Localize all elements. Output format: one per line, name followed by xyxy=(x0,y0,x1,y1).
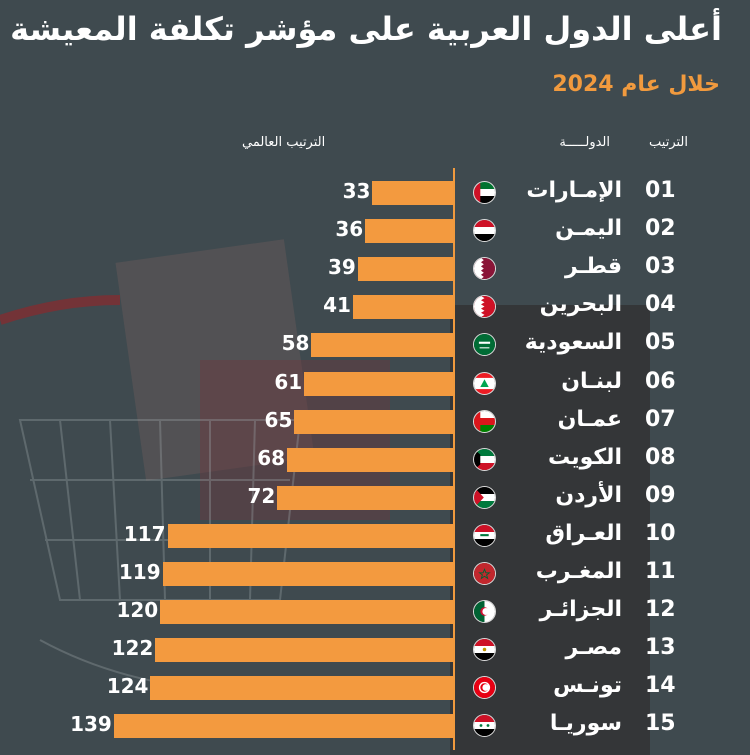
uae-flag-icon xyxy=(473,181,496,204)
rank-number: 08 xyxy=(645,444,676,470)
chart-row: 68 الكويت 08 xyxy=(0,445,750,475)
bar-value-label: 58 xyxy=(281,331,310,356)
rank-number: 09 xyxy=(645,482,676,508)
rank-number: 10 xyxy=(645,520,676,546)
country-name: سوريـا xyxy=(549,711,622,737)
rank-number: 11 xyxy=(645,559,676,584)
country-name: تونـس xyxy=(553,673,622,699)
bar-value-label: 120 xyxy=(116,598,159,623)
country-name: العـراق xyxy=(545,520,622,546)
chart-row: 139 سوريـا 15 xyxy=(0,711,750,741)
country-name: الجزائـر xyxy=(539,597,622,623)
chart-row: 119 المغـرب 11 xyxy=(0,559,750,589)
rank-number: 12 xyxy=(645,597,676,623)
chart-row: 36 اليمـن 02 xyxy=(0,216,750,246)
algeria-flag-icon xyxy=(473,600,496,624)
country-name: لبنـان xyxy=(561,368,622,394)
iraq-flag-icon xyxy=(473,523,496,547)
country-name: الكويت xyxy=(548,444,622,470)
bar xyxy=(352,295,453,320)
chart-row: 65 عمـان 07 xyxy=(0,407,750,437)
chart-row: 72 الأردن 09 xyxy=(0,483,750,513)
global-rank-column-header: الترتيب العالمي xyxy=(242,135,326,150)
rank-number: 04 xyxy=(645,292,676,318)
bar-value-label: 139 xyxy=(70,712,112,737)
bar-value-label: 65 xyxy=(264,407,293,432)
country-name: السعودية xyxy=(524,330,622,356)
country-name: البحرين xyxy=(539,292,622,318)
bar xyxy=(150,676,453,701)
bar xyxy=(294,409,453,434)
oman-flag-icon xyxy=(473,409,496,433)
bar-value-label: 41 xyxy=(323,293,351,318)
bar xyxy=(357,257,453,282)
rank-number: 01 xyxy=(645,178,676,203)
country-name: اليمـن xyxy=(555,216,622,242)
chart-row: 61 لبنـان 06 xyxy=(0,369,750,399)
bar xyxy=(304,371,453,396)
bar-axis-line xyxy=(453,168,455,750)
country-name: عمـان xyxy=(557,406,622,432)
chart-row: 124 تونـس 14 xyxy=(0,673,750,703)
chart-row: 117 العـراق 10 xyxy=(0,521,750,551)
rank-number: 06 xyxy=(645,368,676,394)
bar-value-label: 36 xyxy=(335,217,364,242)
bar-value-label: 61 xyxy=(274,369,303,394)
lebanon-flag-icon xyxy=(473,371,496,395)
saudi-flag-icon xyxy=(473,333,496,357)
bar-value-label: 72 xyxy=(247,483,276,508)
chart-row: 122 مصـر 13 xyxy=(0,635,750,665)
qatar-flag-icon xyxy=(473,257,496,281)
bar xyxy=(162,562,453,586)
chart-title: أعلى الدول العربية على مؤشر تكلفة المعيش… xyxy=(10,10,722,48)
bar xyxy=(160,600,453,625)
egypt-flag-icon xyxy=(473,638,496,662)
rank-column-header: الترتيب xyxy=(649,135,688,150)
rank-number: 02 xyxy=(645,216,676,242)
country-name: مصـر xyxy=(565,635,622,661)
rank-number: 15 xyxy=(645,711,676,737)
bar-value-label: 117 xyxy=(123,521,166,546)
bar-value-label: 124 xyxy=(106,674,149,699)
chart-row: 33 الإمـارات 01 xyxy=(0,178,750,208)
kuwait-flag-icon xyxy=(473,447,496,471)
bar xyxy=(277,485,453,510)
bar-value-label: 119 xyxy=(118,560,161,584)
bar-value-label: 33 xyxy=(342,179,371,203)
bar xyxy=(113,714,453,739)
yemen-flag-icon xyxy=(473,219,496,243)
chart-row: 41 البحرين 04 xyxy=(0,292,750,322)
rank-number: 14 xyxy=(645,673,676,699)
bar-value-label: 122 xyxy=(111,636,154,661)
bar xyxy=(311,333,453,358)
country-name: المغـرب xyxy=(535,559,622,584)
bar xyxy=(287,447,453,472)
country-column-header: الدولـــــة xyxy=(559,135,610,150)
bar xyxy=(155,638,453,663)
rank-number: 13 xyxy=(645,635,676,661)
rank-number: 03 xyxy=(645,254,676,280)
bar xyxy=(167,523,453,548)
syria-flag-icon xyxy=(473,714,496,738)
tunisia-flag-icon xyxy=(473,676,496,700)
bar xyxy=(365,219,453,244)
bar xyxy=(372,181,453,205)
morocco-flag-icon xyxy=(473,562,496,585)
rank-number: 07 xyxy=(645,406,676,432)
jordan-flag-icon xyxy=(473,485,496,509)
chart-subtitle: خلال عام 2024 xyxy=(552,72,720,97)
country-name: قطـر xyxy=(564,254,622,280)
country-name: الإمـارات xyxy=(526,178,622,203)
bar-value-label: 39 xyxy=(327,255,356,280)
bar-value-label: 68 xyxy=(257,445,286,470)
bahrain-flag-icon xyxy=(473,295,496,319)
country-name: الأردن xyxy=(555,482,622,508)
chart-row: 39 قطـر 03 xyxy=(0,254,750,284)
chart-row: 58 السعودية 05 xyxy=(0,330,750,360)
chart-row: 120 الجزائـر 12 xyxy=(0,597,750,627)
rank-number: 05 xyxy=(645,330,676,356)
